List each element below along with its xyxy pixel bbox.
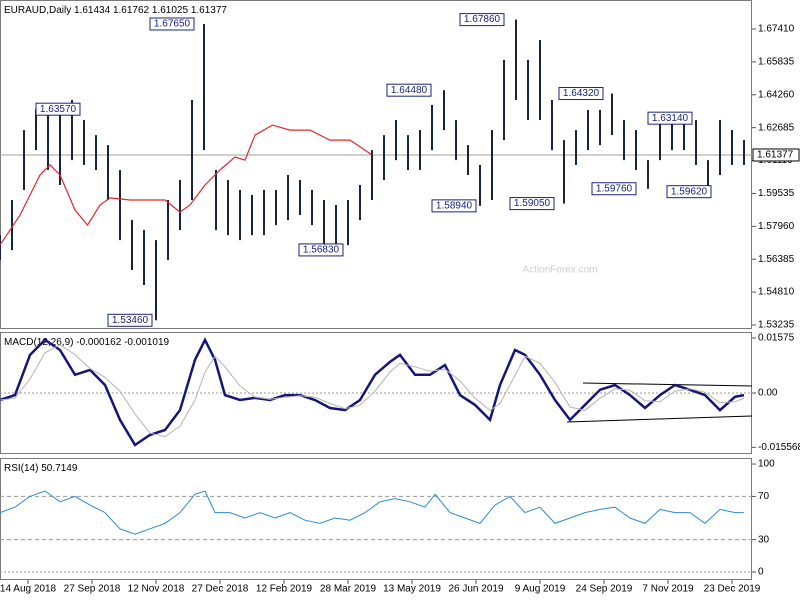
moving-average — [0, 124, 373, 246]
header-value: 1.61434 — [74, 5, 111, 16]
y-tick-label: 0 — [758, 567, 764, 578]
header-value: 1.61762 — [113, 5, 150, 16]
annotation-label: 1.53460 — [112, 315, 149, 326]
y-tick-label: 1.57960 — [758, 221, 795, 232]
annotation-box — [591, 182, 637, 196]
y-tick-label: 1.62685 — [758, 122, 795, 133]
indicator-line — [0, 490, 744, 535]
panel-title: MACD(12,26,9) -0.000162 -0.001019 — [4, 337, 170, 348]
y-tick-label: -0.015568 — [758, 442, 800, 453]
panel-title: EURAUD,Daily 1.61434 1.61762 1.61025 1.6… — [4, 5, 227, 16]
last-price-box — [752, 148, 800, 162]
panel-title-text: MACD(12,26,9) — [4, 337, 73, 348]
x-tick-label: 14 Aug 2018 — [0, 584, 57, 595]
annotation-label: 1.59760 — [596, 183, 633, 194]
x-tick-label: 12 Feb 2019 — [256, 584, 313, 595]
macd-trendline — [582, 382, 753, 387]
header-value: 50.7149 — [41, 463, 78, 474]
annotation-box — [386, 83, 432, 97]
x-tick-label: 27 Sep 2018 — [64, 584, 121, 595]
annotation-label: 1.64480 — [391, 85, 428, 96]
annotation-label: 1.58940 — [436, 201, 473, 212]
annotation-box — [459, 13, 505, 27]
annotation-label: 1.64320 — [563, 88, 600, 99]
indicator-line — [0, 337, 745, 447]
y-tick-label: 0.01575 — [758, 333, 795, 344]
y-tick-label: 1.53235 — [758, 320, 795, 331]
annotation-box — [647, 111, 693, 125]
annotation-label: 1.67860 — [464, 14, 501, 25]
header-value: 1.61025 — [152, 5, 189, 16]
y-tick-label: 1.64260 — [758, 89, 795, 100]
header-value: 1.61377 — [191, 5, 228, 16]
y-tick-label: 1.65835 — [758, 57, 795, 68]
annotation-box — [666, 185, 712, 199]
y-tick-label: 1.56385 — [758, 254, 795, 265]
panel-title-text: EURAUD,Daily — [4, 5, 71, 16]
watermark: ActionForex.com — [522, 265, 597, 276]
x-tick-label: 13 May 2019 — [383, 584, 441, 595]
indicator-line — [0, 344, 745, 438]
annotation-box — [509, 197, 555, 211]
x-tick-label: 23 Dec 2019 — [704, 584, 761, 595]
x-tick-label: 27 Dec 2018 — [192, 584, 249, 595]
annotation-box — [149, 17, 195, 31]
y-tick-label: 100 — [758, 459, 775, 470]
x-tick-label: 24 Sep 2019 — [576, 584, 633, 595]
y-tick-label: 70 — [758, 491, 770, 502]
x-tick-label: 12 Nov 2018 — [128, 584, 185, 595]
annotation-box — [298, 243, 344, 257]
annotation-box — [558, 87, 604, 101]
x-tick-label: 26 Jun 2019 — [448, 584, 503, 595]
y-tick-label: 1.59535 — [758, 188, 795, 199]
y-tick-label: 1.54810 — [758, 287, 795, 298]
rsi-panel — [0, 458, 752, 580]
panel-title: RSI(14) 50.7149 — [4, 463, 78, 474]
annotation-label: 1.59620 — [671, 186, 708, 197]
annotation-label: 1.59050 — [514, 198, 551, 209]
panel-title-text: RSI(14) — [4, 463, 38, 474]
y-tick-label: 1.67410 — [758, 24, 795, 35]
price-panel — [0, 0, 752, 329]
header-value: -0.000162 — [76, 337, 121, 348]
y-tick-label: 30 — [758, 534, 770, 545]
annotation-label: 1.63140 — [652, 113, 689, 124]
y-tick-label: 0.00 — [758, 388, 778, 399]
annotation-box — [107, 313, 153, 327]
annotation-box — [35, 102, 81, 116]
macd-trendline — [566, 415, 753, 423]
x-tick-label: 7 Nov 2019 — [642, 584, 694, 595]
x-tick-label: 28 Mar 2019 — [320, 584, 377, 595]
header-value: -0.001019 — [124, 337, 169, 348]
last-price-label: 1.61377 — [757, 150, 794, 161]
x-tick-label: 9 Aug 2019 — [515, 584, 566, 595]
annotation-label: 1.56830 — [303, 245, 340, 256]
annotation-label: 1.63570 — [40, 104, 77, 115]
annotation-label: 1.67650 — [154, 19, 191, 30]
annotation-box — [431, 199, 477, 213]
